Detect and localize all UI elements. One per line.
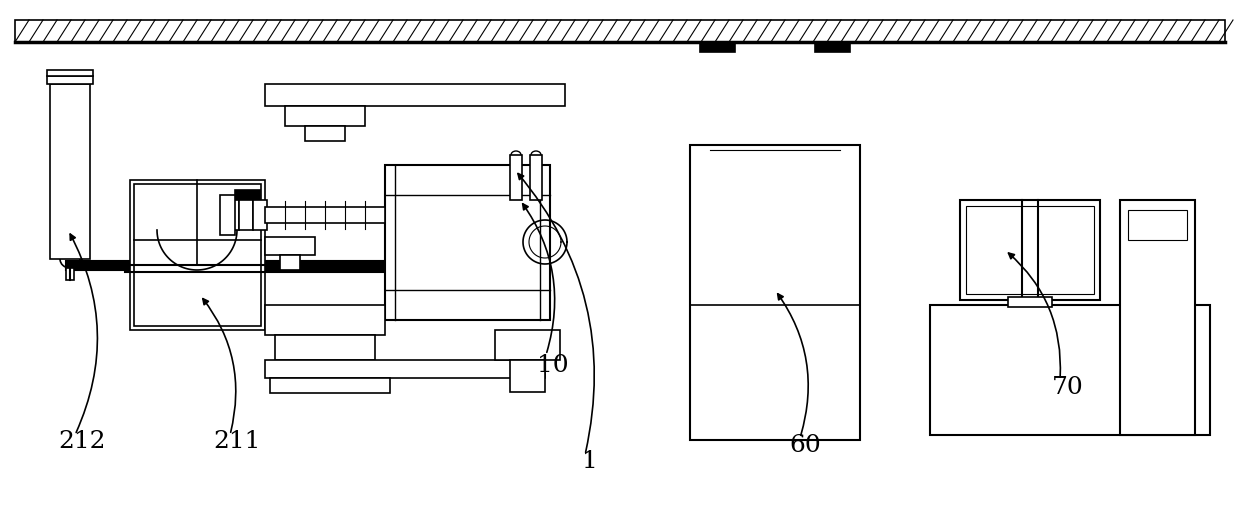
Bar (510, 360, 546, 392)
Bar (130, 180, 265, 330)
Bar (701, 42, 735, 52)
Ellipse shape (200, 197, 219, 232)
Bar (275, 335, 374, 360)
Bar (285, 106, 365, 126)
Bar (236, 190, 260, 215)
Bar (270, 378, 391, 393)
Ellipse shape (531, 151, 541, 159)
Bar (1128, 210, 1187, 240)
Ellipse shape (518, 338, 536, 352)
Bar (966, 206, 1094, 294)
Bar (930, 305, 1210, 435)
Bar (1120, 200, 1195, 435)
Bar (510, 155, 522, 200)
Ellipse shape (511, 151, 521, 159)
Text: 60: 60 (789, 433, 821, 456)
Ellipse shape (60, 250, 81, 268)
Text: 70: 70 (1052, 376, 1084, 399)
Bar (1008, 297, 1052, 307)
Bar (239, 200, 253, 230)
Bar (265, 237, 315, 255)
Bar (66, 268, 74, 280)
Bar (495, 330, 560, 360)
Bar (15, 20, 1225, 42)
Text: 1: 1 (582, 450, 598, 473)
Ellipse shape (512, 333, 542, 358)
Bar (265, 305, 384, 335)
Bar (134, 184, 260, 326)
Bar (47, 76, 93, 84)
Bar (50, 84, 91, 259)
Bar (384, 165, 551, 320)
Bar (960, 200, 1100, 300)
Bar (47, 70, 93, 76)
Bar (689, 145, 861, 440)
Bar (265, 207, 384, 223)
Bar (280, 255, 300, 270)
Text: 10: 10 (537, 354, 569, 376)
Bar (265, 360, 546, 378)
Text: 211: 211 (213, 430, 260, 452)
Bar (815, 42, 849, 52)
Bar (305, 126, 345, 141)
Bar (529, 155, 542, 200)
Bar (224, 200, 239, 230)
Bar (219, 195, 236, 235)
Bar (265, 84, 565, 106)
Bar (253, 200, 267, 230)
Text: 212: 212 (58, 430, 105, 452)
